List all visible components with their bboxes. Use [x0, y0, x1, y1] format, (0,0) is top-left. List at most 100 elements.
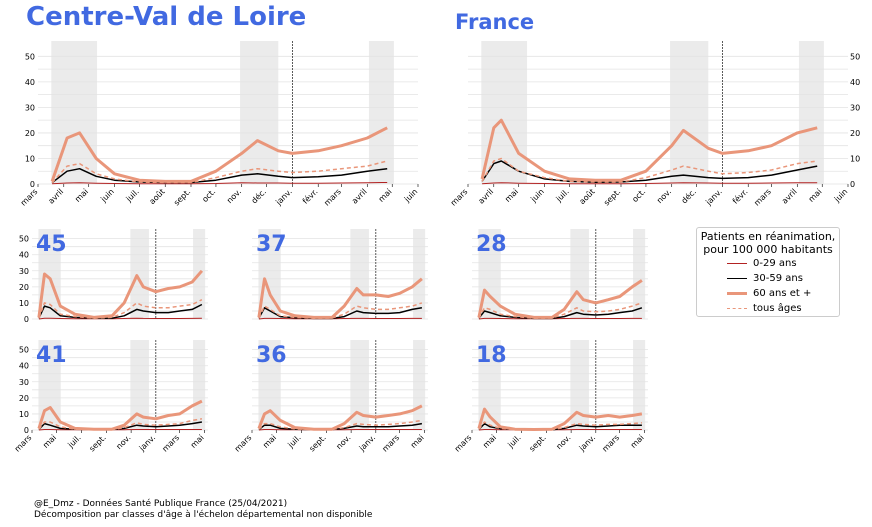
- series-0-29: [482, 182, 818, 185]
- x-tick-label: oct.: [200, 187, 217, 204]
- x-tick-label: mai: [41, 433, 58, 450]
- series-all-ages: [478, 421, 642, 431]
- series-60-plus: [50, 126, 388, 183]
- y-tick-label: 30: [850, 103, 860, 112]
- y-tick-label: 30: [19, 378, 29, 387]
- x-tick-label: déc.: [249, 186, 268, 205]
- legend-item-all-ages: tous âges: [697, 301, 839, 316]
- legend-item-60-plus: 60 ans et +: [697, 286, 839, 301]
- department-label: 37: [256, 232, 287, 257]
- source-footer: @E_Dmz - Données Santé Publique France (…: [34, 499, 372, 521]
- series-all-ages: [481, 157, 818, 183]
- x-tick-label: déc.: [679, 186, 698, 205]
- shaded-period-3: [368, 41, 394, 184]
- legend-label-all-ages: tous âges: [753, 303, 802, 314]
- x-tick-label: mai: [73, 187, 90, 204]
- chart-dept-45: 0 10 20 30 40 50 45: [19, 229, 208, 324]
- x-tick-label: févr.: [730, 186, 750, 206]
- x-tick-label: nov.: [334, 433, 352, 451]
- shaded-period-1: [481, 41, 528, 184]
- y-tick-label: 50: [19, 346, 29, 355]
- series-0-29: [478, 317, 642, 320]
- legend-label-0-29: 0-29 ans: [753, 258, 797, 269]
- x-tick-label: juil.: [286, 433, 303, 450]
- x-tick-label: avril: [350, 187, 369, 206]
- legend-item-0-29: 0-29 ans: [697, 256, 839, 271]
- x-tick-label: mars: [160, 433, 181, 454]
- y-tick-label: 40: [19, 251, 29, 260]
- x-tick-label: mars: [600, 433, 621, 454]
- shaded-period-2: [570, 340, 589, 430]
- x-tick-label: août: [578, 187, 597, 206]
- x-tick-label: janv.: [703, 187, 723, 207]
- x-tick-label: juin: [832, 187, 849, 204]
- x-tick-label: sept.: [527, 433, 547, 453]
- shaded-period-3: [633, 229, 646, 319]
- y-tick-label: 50: [25, 52, 35, 61]
- y-tick-label: 0: [850, 180, 855, 189]
- y-tick-label: 40: [850, 78, 860, 87]
- y-tick-label: 30: [25, 103, 35, 112]
- series-all-ages: [51, 160, 388, 184]
- x-tick-label: mars: [752, 187, 773, 208]
- y-tick-label: 40: [25, 78, 35, 87]
- footer-line1: @E_Dmz - Données Santé Publique France (…: [34, 499, 288, 509]
- series-60-plus: [477, 407, 643, 431]
- department-label: 18: [476, 343, 507, 368]
- legend-item-30-59: 30-59 ans: [697, 271, 839, 286]
- series-30-59: [51, 167, 388, 184]
- shaded-period-3: [798, 41, 824, 184]
- legend-swatch-all-ages: [727, 308, 747, 309]
- y-tick-label: 30: [19, 267, 29, 276]
- chart-dept-28: 28: [472, 229, 648, 320]
- region-title: Centre-Val de Loire: [26, 2, 307, 32]
- shaded-period-2: [130, 340, 149, 430]
- series-0-29: [258, 429, 422, 431]
- legend-swatch-60-plus: [727, 292, 747, 295]
- x-tick-label: mai: [189, 433, 206, 450]
- x-tick-label: nov.: [114, 433, 132, 451]
- footer-line2: Décomposition par classes d'âge à l'éche…: [34, 510, 373, 520]
- x-tick-label: nov.: [655, 187, 673, 205]
- x-tick-label: janv.: [273, 187, 293, 207]
- department-label: 28: [476, 232, 507, 257]
- x-tick-label: mai: [261, 433, 278, 450]
- series-all-ages: [258, 302, 423, 319]
- x-tick-label: juil.: [124, 187, 141, 204]
- series-60-plus: [477, 279, 643, 319]
- series-all-ages: [258, 419, 423, 431]
- shaded-period-2: [240, 41, 279, 184]
- series-0-29: [52, 182, 388, 185]
- y-tick-label: 0: [30, 180, 35, 189]
- legend-title-line2: pour 100 000 habitants: [703, 243, 833, 256]
- series-30-59: [481, 160, 818, 183]
- series-all-ages: [38, 299, 203, 319]
- shaded-period-2: [350, 229, 369, 319]
- x-tick-label: juin: [402, 187, 419, 204]
- y-tick-label: 50: [19, 235, 29, 244]
- x-tick-label: mars: [453, 433, 474, 454]
- department-label: 45: [36, 232, 67, 257]
- x-tick-label: mars: [13, 433, 34, 454]
- legend-swatch-30-59: [727, 278, 747, 279]
- series-30-59: [38, 303, 203, 319]
- series-60-plus: [257, 404, 423, 431]
- shaded-period-3: [193, 340, 206, 430]
- x-tick-label: mai: [409, 433, 426, 450]
- legend-label-60-plus: 60 ans et +: [753, 288, 812, 299]
- y-tick-label: 20: [25, 129, 35, 138]
- shaded-period-3: [413, 340, 426, 430]
- y-tick-label: 10: [19, 299, 29, 308]
- x-tick-label: sept.: [307, 433, 327, 453]
- x-tick-label: janv.: [577, 433, 597, 453]
- y-tick-label: 10: [19, 410, 29, 419]
- x-tick-label: nov.: [554, 433, 572, 451]
- x-tick-label: sept.: [87, 433, 107, 453]
- legend-title-line1: Patients en réanimation,: [700, 230, 836, 243]
- x-tick-label: juin: [529, 187, 546, 204]
- chart-dept-37: 37: [252, 229, 428, 320]
- legend: Patients en réanimation, pour 100 000 ha…: [696, 227, 840, 317]
